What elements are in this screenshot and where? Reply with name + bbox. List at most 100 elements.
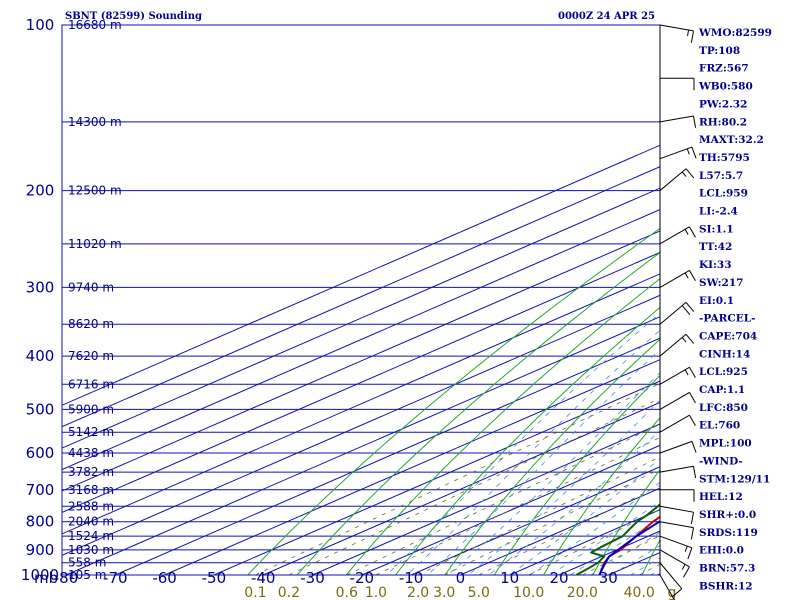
wind-barb-staff — [659, 535, 693, 549]
moist-adiabat-line — [386, 312, 660, 575]
pressure-tick-label: 300 — [26, 278, 55, 296]
wind-barb-feather — [684, 229, 689, 235]
wind-barb-staff — [659, 24, 694, 32]
wind-barb — [659, 226, 696, 245]
index-item: TP:108 — [699, 45, 740, 57]
index-item: CAP:1.1 — [699, 384, 745, 396]
dry-adiabat-line — [787, 25, 800, 587]
pressure-tick-label: 900 — [26, 541, 55, 559]
index-item: LFC:850 — [699, 402, 748, 414]
wind-barb — [659, 146, 697, 160]
height-label: 8620 m — [68, 317, 114, 331]
mixing-ratio-line — [444, 468, 660, 575]
index-item: TH:5795 — [699, 152, 750, 164]
index-item: LI:-2.4 — [699, 206, 738, 218]
moist-adiabat-line — [406, 329, 660, 575]
wind-barb-staff — [659, 414, 690, 433]
moist-adiabat-line — [508, 458, 660, 575]
wind-barb — [659, 414, 696, 433]
isotherm-line — [509, 509, 660, 575]
temperature-tick-label: -70 — [103, 569, 128, 587]
index-item: PW:2.32 — [699, 98, 747, 110]
isotherm-line — [62, 144, 660, 406]
height-label: 11020 m — [68, 237, 122, 251]
clipped-grid — [62, 25, 800, 587]
isotherm-line — [312, 423, 660, 575]
wind-barb-feather — [685, 168, 695, 179]
index-item: CINH:14 — [699, 348, 750, 360]
wind-barb-feather — [690, 512, 694, 525]
isotherm-line — [558, 530, 660, 575]
wind-barb-feather — [684, 545, 688, 552]
moist-adiabat-line — [549, 500, 660, 575]
wind-barb — [659, 366, 696, 385]
wind-barb-staff — [659, 562, 683, 590]
index-item: TT:42 — [699, 241, 732, 253]
temperature-tick-label: 20 — [549, 569, 568, 587]
height-label: 5900 m — [68, 402, 114, 416]
temperature-tick-label: 0 — [456, 569, 466, 587]
isotherm-line — [164, 359, 660, 575]
mixing-ratio-label: 0.2 — [278, 585, 300, 600]
wind-barb-feather — [690, 30, 694, 43]
pressure-tick-label: 700 — [26, 481, 55, 499]
temperature-tick-label: -80 — [54, 569, 79, 587]
index-item: BSHR:12 — [699, 580, 753, 592]
pressure-tick-label: 800 — [26, 513, 55, 531]
index-item: HEL:12 — [699, 491, 743, 503]
index-item: WMO:82599 — [698, 27, 772, 39]
index-item: WB0:580 — [698, 81, 753, 93]
wind-barb-feather — [681, 564, 686, 570]
height-label: 1030 m — [68, 543, 114, 557]
index-item: FRZ:567 — [699, 63, 749, 75]
height-label: 9740 m — [68, 280, 114, 294]
mixing-ratio-label: 40.0 — [624, 585, 655, 600]
mixing-ratio-label: 10.0 — [513, 585, 544, 600]
wind-barb-feather — [684, 369, 689, 376]
pressure-tick-label: 500 — [26, 400, 55, 418]
index-item: MPL:100 — [699, 438, 752, 450]
wind-barb-feather — [672, 588, 683, 597]
index-item: SI:1.1 — [699, 223, 734, 235]
dry-adiabat-line — [247, 227, 660, 575]
indices-panel: WMO:82599 TP:108 FRZ:567 WB0:580 PW:2.32 RH:8… — [698, 27, 772, 592]
mixing-ratio-label: 0.1 — [244, 585, 266, 600]
dry-adiabat-line — [641, 538, 660, 575]
dewpoint-trace — [575, 503, 660, 575]
wind-barb-staff — [659, 440, 693, 454]
index-item: RH:80.2 — [699, 116, 747, 128]
wind-barb-feather — [690, 527, 694, 540]
wind-barb-staff — [659, 549, 690, 568]
wind-barb-staff — [659, 115, 694, 123]
isotherm-line — [62, 187, 660, 449]
height-label: 2588 m — [68, 499, 114, 513]
height-label: 7620 m — [68, 349, 114, 363]
wind-barb — [660, 489, 695, 502]
index-item: SW:217 — [699, 277, 743, 289]
wind-barb-staff — [659, 146, 693, 160]
background-lines — [61, 24, 800, 587]
profile-traces — [575, 503, 660, 575]
wind-barb-staff — [659, 168, 687, 191]
isotherm-line — [460, 487, 660, 575]
wind-barb-feather — [692, 466, 697, 479]
valid-time: 0000Z 24 APR 25 — [558, 11, 655, 22]
moist-adiabat-line — [426, 349, 660, 575]
index-item: BRN:57.3 — [699, 563, 755, 575]
wind-barb — [659, 392, 696, 410]
height-label: 14300 m — [68, 115, 122, 129]
isotherm-line — [263, 401, 660, 575]
isotherm-line — [361, 444, 660, 575]
isotherm-line — [62, 166, 660, 428]
height-label: 105 m — [68, 568, 106, 582]
moist-adiabat-line — [467, 399, 660, 575]
wind-barb-staff — [659, 505, 694, 513]
height-label: 558 m — [68, 556, 106, 570]
moist-adiabat-line — [569, 517, 660, 575]
wind-barb-feather — [691, 146, 697, 159]
isotherm-line — [65, 316, 660, 575]
temperature-tick-label: -40 — [251, 569, 276, 587]
dry-adiabat-line — [296, 251, 660, 575]
wind-barb-staff — [659, 226, 690, 245]
